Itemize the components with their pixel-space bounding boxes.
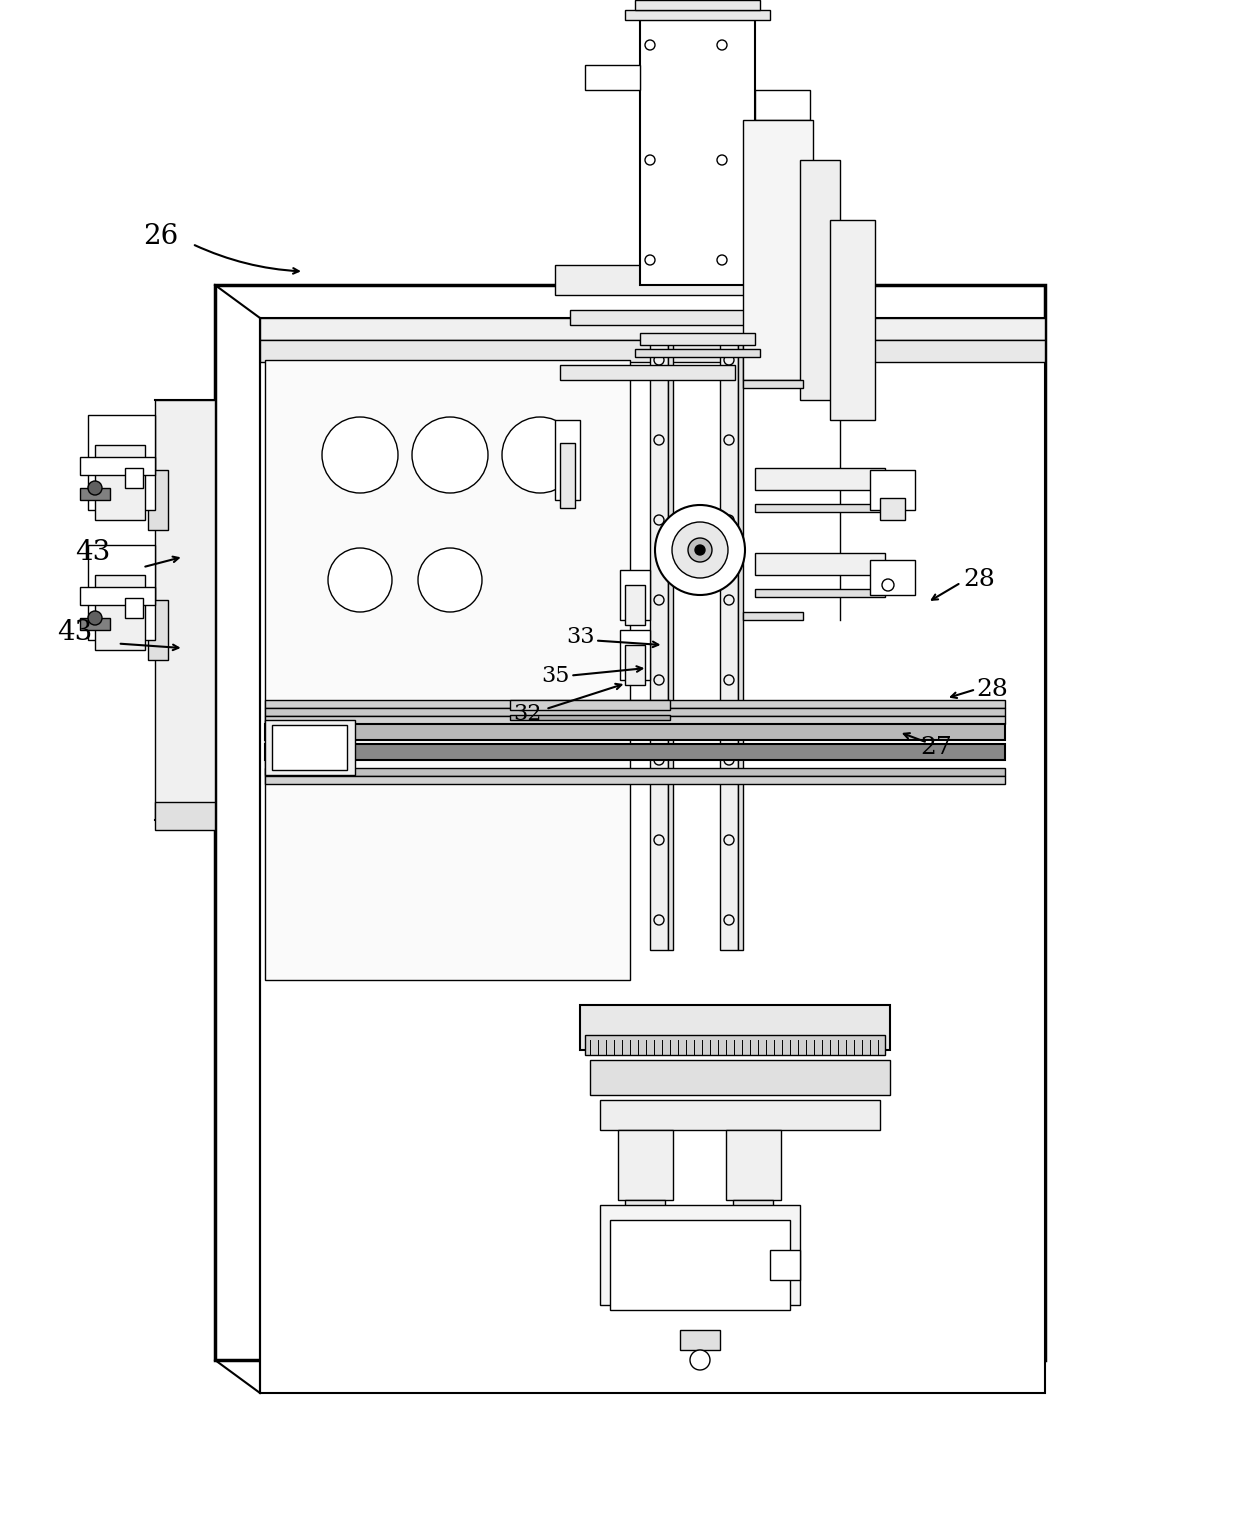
Bar <box>155 802 215 830</box>
Bar <box>755 589 885 596</box>
Bar <box>570 310 820 325</box>
Text: 43: 43 <box>76 538 110 566</box>
Circle shape <box>412 416 489 493</box>
Bar <box>635 349 760 357</box>
Bar <box>265 724 1004 740</box>
Bar <box>95 575 145 650</box>
Bar <box>125 598 143 618</box>
Bar <box>880 499 905 520</box>
Bar <box>155 400 215 820</box>
Bar <box>148 470 167 531</box>
Bar <box>580 1005 890 1051</box>
Circle shape <box>329 547 392 612</box>
Bar <box>265 776 1004 784</box>
Bar <box>770 1250 800 1279</box>
Bar <box>650 340 668 950</box>
Bar <box>668 340 673 950</box>
Bar <box>272 724 347 770</box>
Bar <box>88 415 155 509</box>
Circle shape <box>689 1350 711 1369</box>
Bar <box>560 442 575 508</box>
Bar <box>265 360 630 981</box>
Bar <box>870 470 915 509</box>
Bar <box>585 66 640 90</box>
Bar <box>88 544 155 640</box>
Text: 35: 35 <box>542 665 569 686</box>
Circle shape <box>655 505 745 595</box>
Bar <box>870 560 915 595</box>
Bar <box>148 599 167 660</box>
Bar <box>725 1130 781 1200</box>
Bar <box>620 570 650 621</box>
Bar <box>680 1330 720 1350</box>
Bar <box>260 319 1045 340</box>
Text: 43: 43 <box>57 619 92 647</box>
Bar <box>743 120 813 380</box>
Bar <box>81 488 110 500</box>
Bar <box>556 419 580 500</box>
Bar <box>743 380 804 387</box>
Bar <box>265 744 1004 759</box>
Circle shape <box>694 544 706 555</box>
Bar <box>635 0 760 11</box>
Bar <box>755 503 885 512</box>
Bar <box>640 332 755 345</box>
Bar <box>510 715 670 720</box>
Text: 28: 28 <box>963 567 996 592</box>
Bar <box>618 1130 673 1200</box>
Bar <box>738 340 743 950</box>
Bar <box>95 445 145 520</box>
Circle shape <box>322 416 398 493</box>
Text: 26: 26 <box>144 223 179 250</box>
Bar <box>755 554 885 575</box>
Bar <box>620 630 650 680</box>
Bar <box>265 700 1004 708</box>
Bar <box>600 1100 880 1130</box>
Circle shape <box>882 580 894 592</box>
Bar <box>733 1200 773 1250</box>
Bar <box>640 20 755 285</box>
Bar <box>625 1200 665 1250</box>
Bar <box>265 717 1004 724</box>
Bar <box>600 1205 800 1305</box>
Bar <box>625 11 770 20</box>
Bar <box>125 468 143 488</box>
Text: 32: 32 <box>513 703 541 724</box>
Bar <box>800 160 839 400</box>
Bar <box>265 708 1004 717</box>
Bar <box>585 1035 885 1055</box>
Bar <box>755 90 810 120</box>
Bar <box>215 285 1045 1360</box>
Bar <box>81 618 110 630</box>
Bar <box>625 645 645 685</box>
Bar <box>510 700 670 711</box>
Bar <box>743 612 804 621</box>
Bar <box>265 769 1004 776</box>
Bar <box>755 468 885 490</box>
Bar <box>260 340 1045 361</box>
Bar <box>755 175 800 200</box>
Bar <box>560 364 735 380</box>
Circle shape <box>88 612 102 625</box>
Bar <box>81 458 155 474</box>
Bar <box>556 265 835 294</box>
Bar <box>720 340 738 950</box>
Text: 28: 28 <box>976 677 1008 702</box>
Bar <box>590 1060 890 1095</box>
Text: 33: 33 <box>567 627 594 648</box>
Circle shape <box>418 547 482 612</box>
Circle shape <box>502 416 578 493</box>
Bar <box>81 587 155 605</box>
Bar <box>260 319 1045 1392</box>
Circle shape <box>688 538 712 563</box>
Bar <box>610 1220 790 1310</box>
Bar <box>265 720 355 775</box>
Circle shape <box>88 480 102 496</box>
Text: 27: 27 <box>920 735 952 759</box>
Bar <box>830 220 875 419</box>
Circle shape <box>672 522 728 578</box>
Bar <box>625 586 645 625</box>
